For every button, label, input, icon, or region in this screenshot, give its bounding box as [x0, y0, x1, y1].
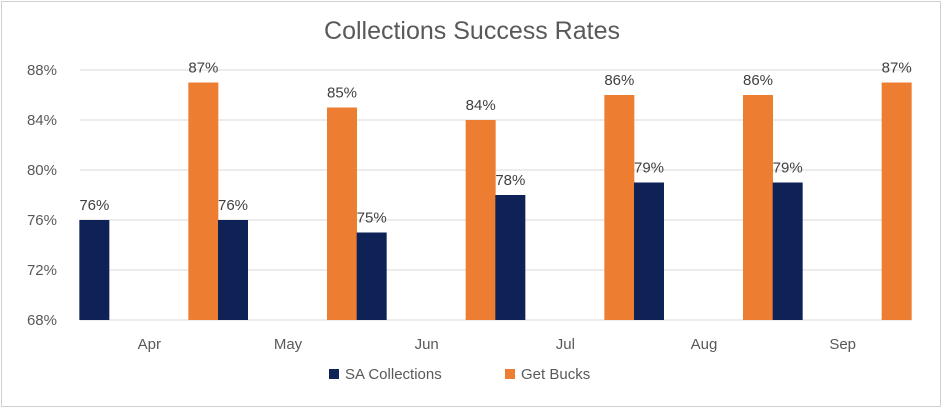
legend-swatch — [329, 369, 339, 379]
y-tick-label: 88% — [27, 62, 57, 79]
y-tick-label: 84% — [27, 112, 57, 129]
bar-get-bucks-aug — [743, 95, 773, 320]
legend-label: SA Collections — [345, 366, 442, 383]
y-tick-label: 68% — [27, 312, 57, 329]
data-labels: 76% 87% 76% 85% 75% 84% 78% 86% 79% 86% 79% 87% — [79, 60, 911, 227]
x-axis: Apr May Jun Jul Aug Sep — [138, 336, 856, 353]
bar-get-bucks-sep — [881, 82, 912, 320]
data-label: 86% — [604, 72, 634, 89]
y-tick-label: 80% — [27, 162, 57, 179]
x-tick-label: Sep — [829, 336, 856, 353]
chart-title: Collections Success Rates — [324, 17, 620, 45]
data-label: 78% — [495, 172, 525, 189]
data-label: 84% — [466, 97, 496, 114]
bar-sa-collections-may — [218, 220, 248, 320]
y-tick-label: 72% — [27, 262, 57, 279]
x-tick-label: Jun — [415, 336, 439, 353]
bar-sa-collections-jul — [495, 195, 526, 320]
bar-sa-collections-apr — [79, 220, 110, 320]
x-tick-label: Apr — [138, 336, 161, 353]
legend: SA Collections Get Bucks — [329, 366, 590, 383]
data-label: 76% — [79, 197, 109, 214]
data-label: 76% — [218, 197, 248, 214]
bar-get-bucks-may — [327, 107, 357, 320]
bars — [79, 82, 912, 320]
bar-get-bucks-apr — [188, 82, 219, 320]
y-tick-label: 76% — [27, 212, 57, 229]
x-tick-label: May — [274, 336, 303, 353]
legend-label: Get Bucks — [521, 366, 590, 383]
bar-sa-collections-aug — [634, 182, 664, 320]
legend-swatch — [505, 369, 515, 379]
bar-get-bucks-jul — [604, 95, 635, 320]
x-tick-label: Jul — [556, 336, 575, 353]
data-label: 87% — [882, 60, 912, 77]
data-label: 75% — [357, 210, 387, 227]
bar-sa-collections-sep — [772, 182, 803, 320]
data-label: 79% — [773, 160, 803, 177]
bar-sa-collections-jun — [356, 232, 387, 320]
data-label: 85% — [327, 85, 357, 102]
data-label: 86% — [743, 72, 773, 89]
data-label: 87% — [188, 60, 218, 77]
x-tick-label: Aug — [691, 336, 718, 353]
y-axis: 68% 72% 76% 80% 84% 88% — [27, 62, 57, 329]
bar-get-bucks-jun — [465, 120, 496, 320]
data-label: 79% — [634, 160, 664, 177]
